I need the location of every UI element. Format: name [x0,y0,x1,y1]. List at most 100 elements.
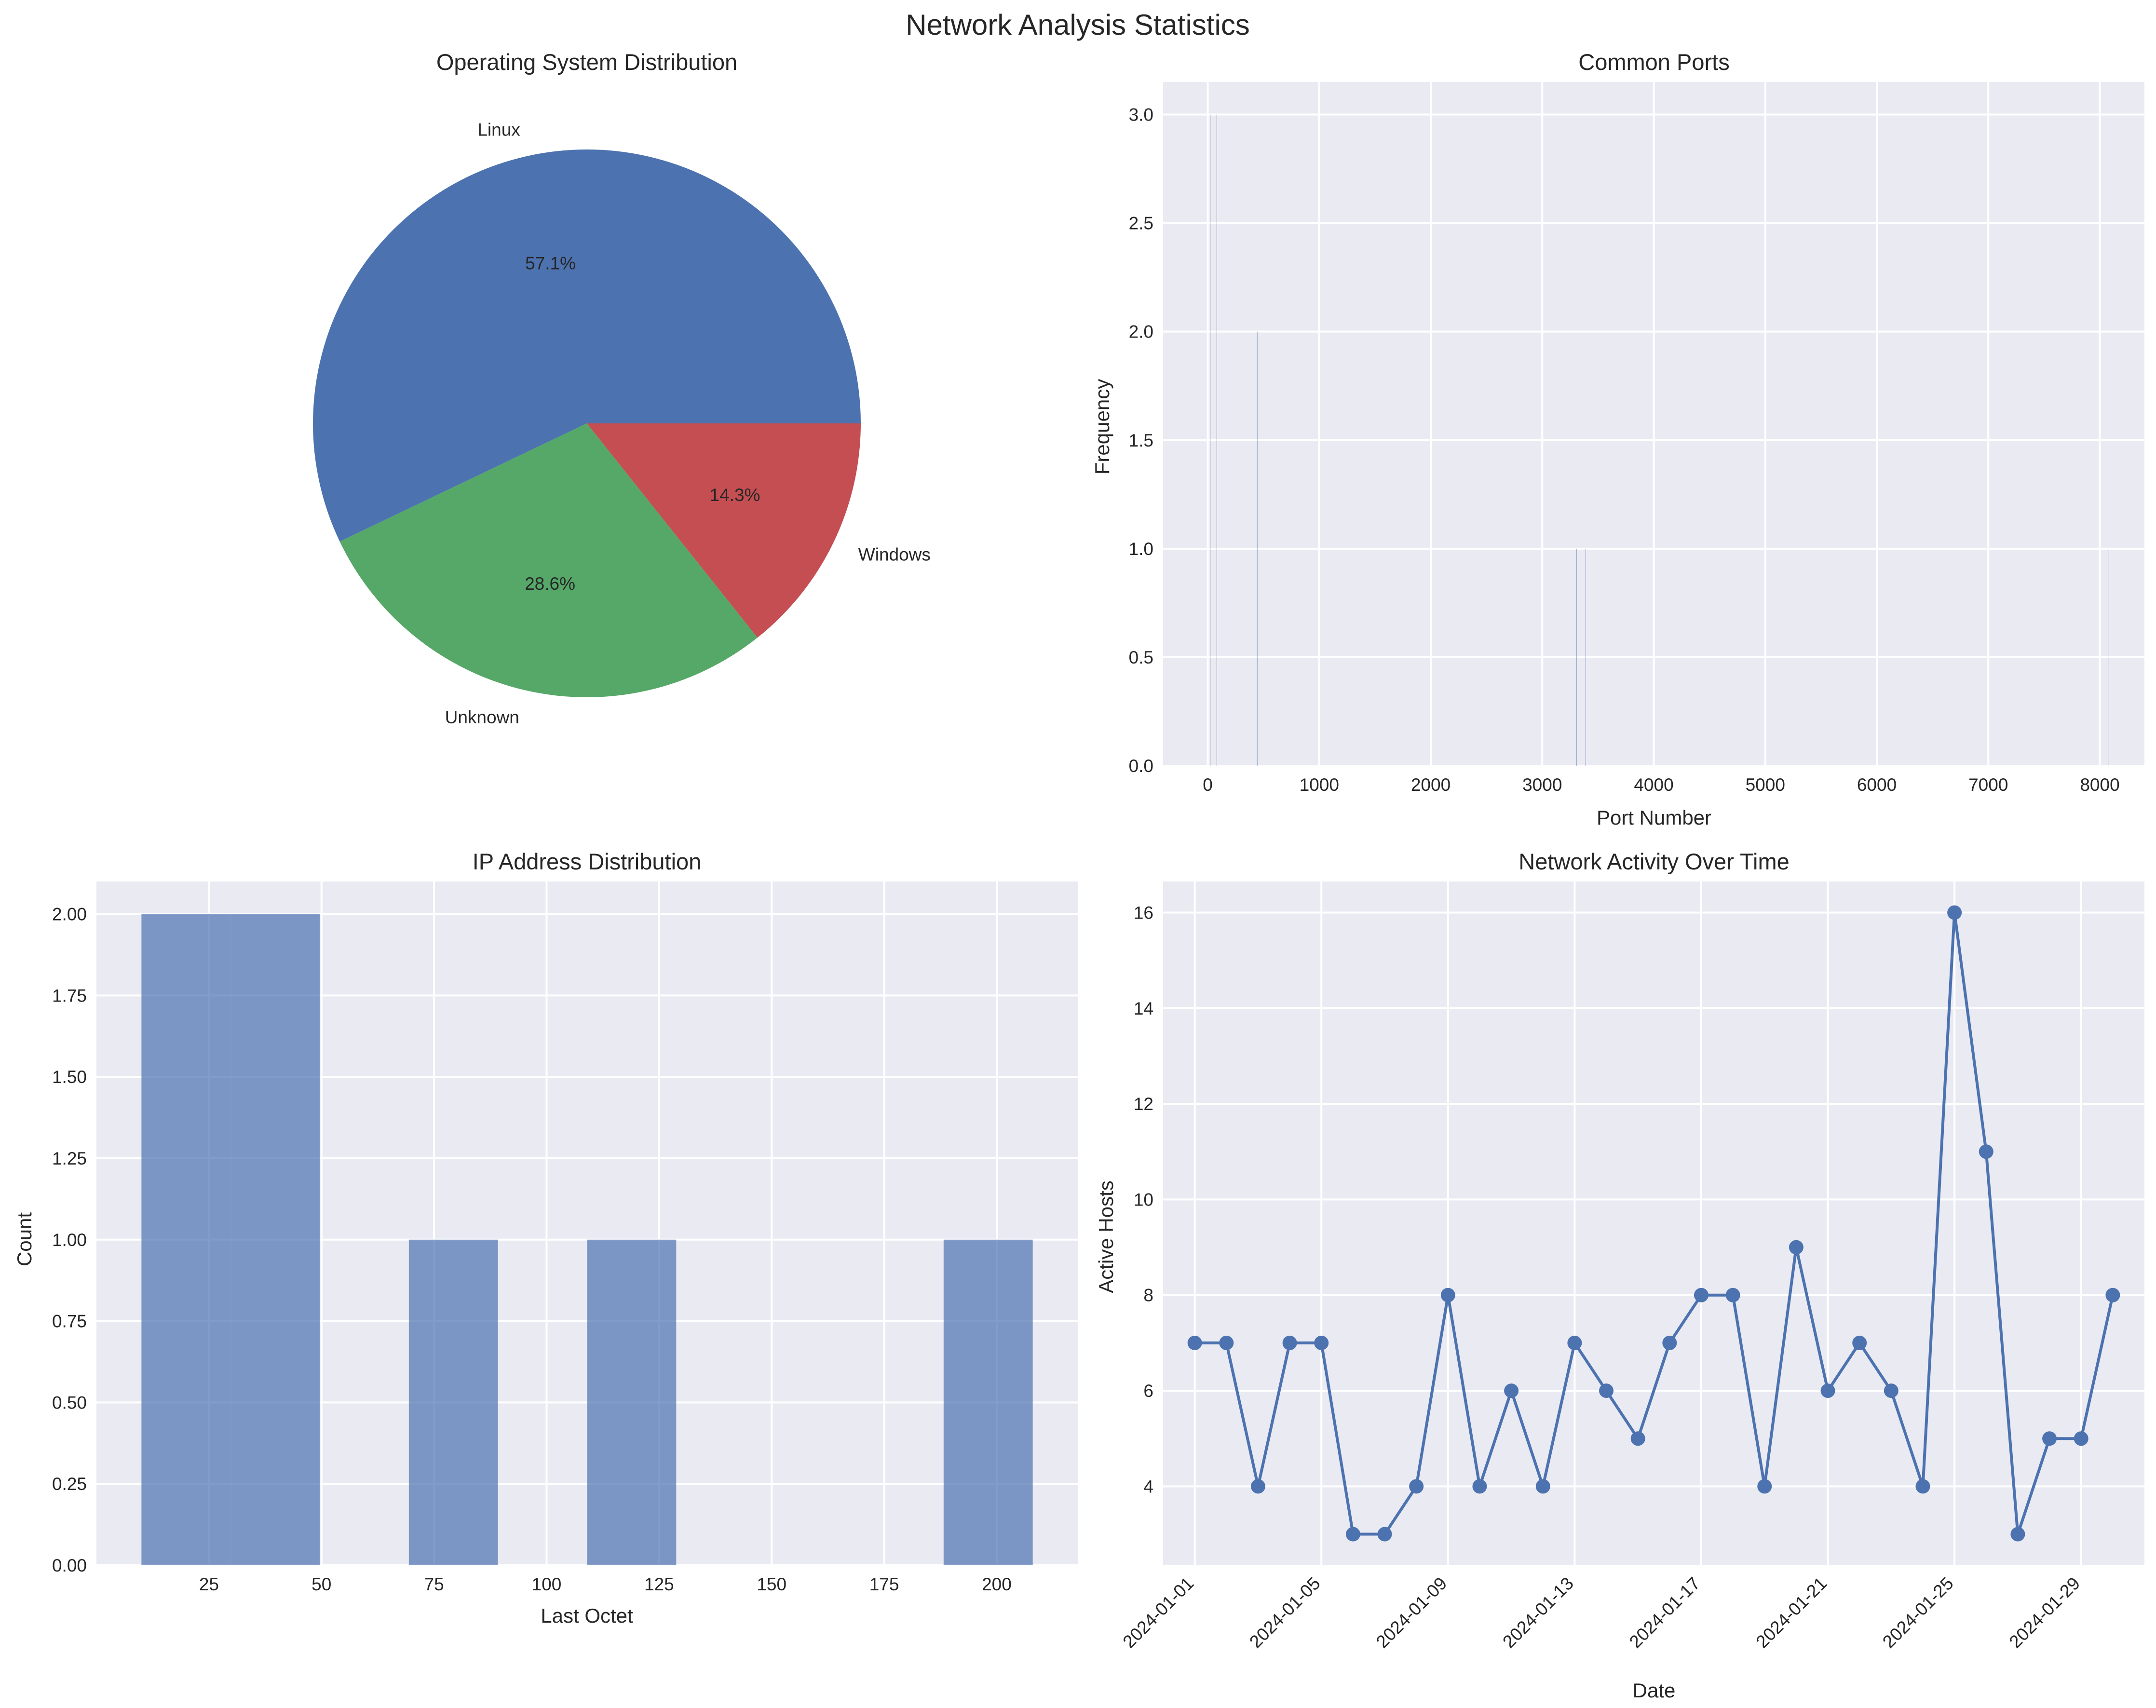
os-pie-label-linux: Linux [477,120,520,140]
ports-bar [1576,548,1577,766]
ip-y-tick-label: 1.25 [52,1149,87,1168]
ip-x-tick-label: 200 [982,1574,1012,1594]
ip-histogram-bar [587,1239,677,1565]
os-pie-label-windows: Windows [858,544,931,564]
ports-gridlines [1163,82,2144,767]
activity-data-point [1852,1335,1867,1350]
activity-data-point [1504,1383,1519,1398]
activity-data-point [2105,1288,2120,1302]
activity-data-point [1662,1335,1677,1350]
activity-series-line [1194,911,2115,1536]
activity-data-point [1757,1479,1772,1494]
activity-data-point [1567,1335,1582,1350]
os-pie-slice-windows [587,423,861,638]
activity-data-point [1187,1335,1202,1350]
os-pie-percent-linux: 57.1% [525,254,576,273]
activity-data-point [1820,1383,1835,1398]
ports-x-tick-label: 2000 [1411,775,1451,795]
ip-y-tick-label: 1.00 [52,1230,87,1250]
activity-chart-title: Network Activity Over Time [1519,849,1790,874]
ports-chart-panel: Common Ports 0 1000 2000 3000 4000 5000 6000 70… [1091,49,2144,829]
activity-data-point [1250,1479,1265,1494]
activity-data-point [1314,1335,1329,1350]
ports-bars [1210,114,2109,766]
ports-y-axis-label: Frequency [1091,379,1113,474]
os-pie-percent-windows: 14.3% [710,485,760,505]
figure-title: Network Analysis Statistics [906,9,1250,41]
ip-y-tick-label: 0.00 [52,1556,87,1575]
activity-chart-panel: Network Activity Over Time 2024-01-01 202… [1095,849,2144,1702]
activity-x-axis-label: Date [1633,1679,1676,1702]
ports-chart-title: Common Ports [1578,49,1729,75]
ip-chart-panel: IP Address Distribution 25 50 75 100 125 150 1… [13,849,1078,1627]
os-pie-percent-unknown: 28.6% [525,574,575,594]
ports-y-tick-label: 2.0 [1129,322,1153,342]
ip-histogram-bar [408,1239,498,1565]
os-pie-title: Operating System Distribution [436,49,737,75]
activity-y-tick-label: 14 [1134,999,1153,1018]
ports-bar [1257,331,1258,766]
ports-x-tick-label: 0 [1203,775,1213,795]
activity-y-tick-label: 12 [1134,1094,1153,1114]
ports-x-tick-label: 7000 [1968,775,2008,795]
ip-y-tick-label: 1.75 [52,986,87,1005]
ports-y-tick-label: 0.5 [1129,648,1153,667]
activity-data-point [1979,1144,1993,1159]
ports-tick-labels: 0 1000 2000 3000 4000 5000 6000 7000 8000 0.0 0.5 1… [1129,105,2120,795]
ports-x-tick-label: 3000 [1522,775,1562,795]
ip-histogram-bar [141,914,231,1565]
activity-data-point [1440,1288,1455,1302]
activity-data-point [1884,1383,1898,1398]
activity-gridlines [1163,881,2144,1565]
activity-plot-area [1163,881,2144,1565]
activity-data-point [1630,1431,1645,1446]
ports-x-tick-label: 4000 [1634,775,1673,795]
ports-y-tick-label: 2.5 [1129,214,1153,233]
activity-data-point [2010,1527,2025,1542]
activity-data-point [1377,1527,1392,1542]
activity-y-tick-label: 16 [1134,903,1153,922]
activity-data-point [1694,1288,1709,1302]
ip-histogram-bar [943,1239,1033,1565]
ports-y-tick-label: 1.5 [1129,431,1153,450]
os-pie-slices: Linux 57.1% Unknown 28.6% Windows 14.3% [312,120,931,727]
ip-y-tick-label: 2.00 [52,905,87,924]
ip-x-tick-label: 150 [757,1574,786,1594]
ip-x-tick-label: 50 [312,1574,331,1594]
activity-data-point [1599,1383,1614,1398]
ip-y-tick-label: 0.25 [52,1474,87,1494]
ports-y-tick-label: 3.0 [1129,105,1153,125]
os-pie-label-unknown: Unknown [445,707,519,727]
ip-y-tick-label: 0.75 [52,1312,87,1331]
activity-data-point [1219,1335,1234,1350]
activity-y-axis-label: Active Hosts [1095,1180,1117,1293]
ports-y-tick-label: 0.0 [1129,756,1153,776]
ip-x-tick-label: 175 [869,1574,899,1594]
activity-y-tick-label: 10 [1134,1190,1153,1209]
ip-x-tick-label: 25 [199,1574,219,1594]
activity-data-point [1915,1479,1930,1494]
activity-data-point [2074,1431,2088,1446]
activity-data-point [1725,1288,1740,1302]
os-pie-slice-linux [312,149,861,542]
os-pie-panel: Operating System Distribution Linux 57.1%… [312,49,931,727]
ip-tick-labels: 25 50 75 100 125 150 175 200 0.00 0.25 0.50 0.75 1.0… [52,905,1012,1594]
ip-x-axis-label: Last Octet [541,1604,633,1627]
activity-data-point [1282,1335,1297,1350]
ip-x-tick-label: 100 [532,1574,562,1594]
activity-y-tick-label: 6 [1143,1381,1153,1401]
activity-data-point [1409,1479,1424,1494]
activity-series [1187,905,2120,1542]
os-pie-slice-unknown [339,423,758,697]
activity-y-tick-label: 4 [1143,1477,1153,1496]
ports-x-tick-label: 5000 [1746,775,1785,795]
ports-x-tick-label: 8000 [2080,775,2119,795]
ip-y-tick-label: 0.50 [52,1393,87,1412]
activity-y-tick-label: 8 [1143,1286,1153,1305]
ip-x-tick-label: 75 [424,1574,444,1594]
ports-y-tick-label: 1.0 [1129,539,1153,559]
activity-data-point [1345,1527,1360,1542]
ip-bars [141,914,1033,1565]
ip-histogram-bar [231,914,320,1565]
